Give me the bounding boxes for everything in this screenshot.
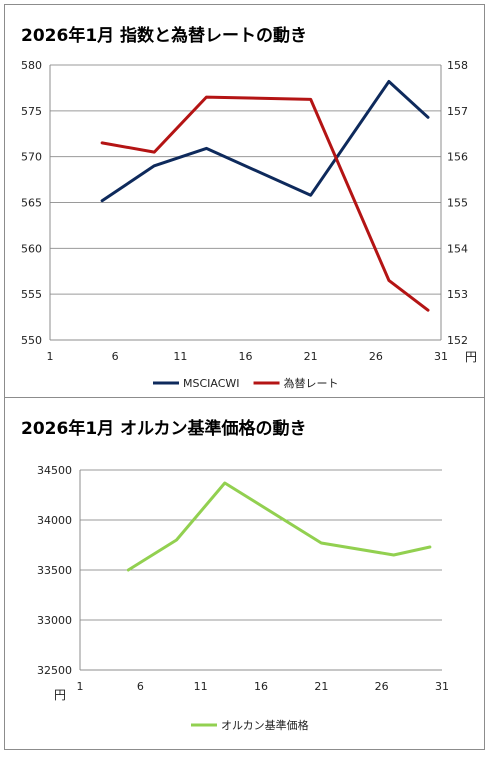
y2-tick-label: 155	[447, 197, 468, 210]
chart-title: 2026年1月 指数と為替レートの動き	[21, 26, 308, 46]
y2-tick-label: 154	[447, 242, 468, 255]
y-tick-label: 570	[21, 151, 42, 164]
series-line	[100, 95, 430, 312]
x-tick-label: 1	[47, 350, 54, 363]
x-unit-label: 円	[465, 350, 477, 364]
x-tick-label: 1	[77, 680, 84, 693]
orcan-price-chart-panel: 2026年1月 オルカン基準価格の動き 32500 33000 33500 34000…	[4, 398, 485, 750]
x-tick-label: 31	[434, 350, 448, 363]
x-tick-label: 21	[314, 680, 328, 693]
x-tick-label: 21	[304, 350, 318, 363]
y2-tick-label: 156	[447, 151, 468, 164]
x-tick-label: 11	[194, 680, 208, 693]
x-tick-label: 26	[375, 680, 389, 693]
y-tick-label: 32500	[37, 664, 72, 677]
index-fx-chart: 550 555 560 565 570 575 580 152 153 154 155 156 157 1…	[21, 59, 477, 390]
legend-label: MSCIACWI	[183, 377, 240, 390]
x-tick-label: 16	[239, 350, 253, 363]
legend-label: 為替レート	[284, 376, 339, 390]
x-tick-label: 26	[369, 350, 383, 363]
y2-tick-label: 158	[447, 59, 468, 72]
y2-tick-label: 157	[447, 105, 468, 118]
y-tick-label: 575	[21, 105, 42, 118]
y-tick-label: 33000	[37, 614, 72, 627]
y-tick-label: 565	[21, 197, 42, 210]
y-tick-label: 580	[21, 59, 42, 72]
legend-label: オルカン基準価格	[221, 718, 309, 732]
x-tick-label: 6	[137, 680, 144, 693]
x-tick-label: 6	[112, 350, 119, 363]
series-line	[100, 80, 430, 203]
y-tick-label: 34000	[37, 514, 72, 527]
x-tick-label: 16	[254, 680, 268, 693]
index-fx-chart-panel: 2026年1月 指数と為替レートの動き 550 555 560 565 570 575 58…	[4, 4, 485, 398]
series-line	[126, 481, 432, 572]
y-tick-label: 33500	[37, 564, 72, 577]
y-tick-label: 560	[21, 242, 42, 255]
y-tick-label: 550	[21, 334, 42, 347]
x-tick-label: 31	[435, 680, 449, 693]
y2-tick-label: 153	[447, 288, 468, 301]
y-unit-label: 円	[54, 688, 66, 702]
x-tick-label: 11	[173, 350, 187, 363]
y-tick-label: 34500	[37, 464, 72, 477]
y2-tick-label: 152	[447, 334, 468, 347]
chart-title: 2026年1月 オルカン基準価格の動き	[21, 419, 307, 439]
y-tick-label: 555	[21, 288, 42, 301]
